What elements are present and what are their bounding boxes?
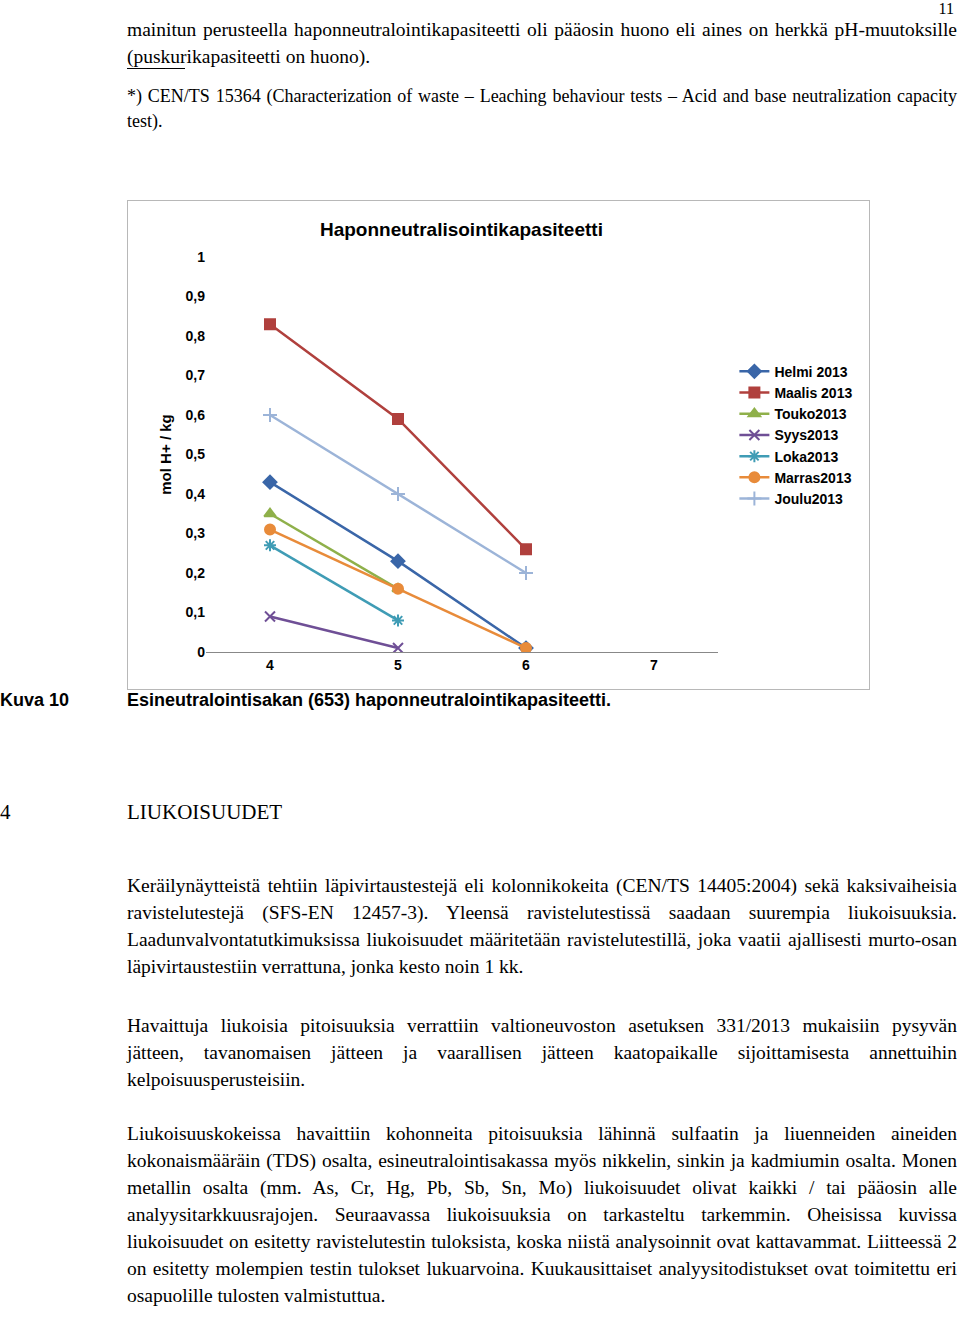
svg-text:1: 1 [197, 249, 205, 265]
svg-text:0,9: 0,9 [186, 288, 206, 304]
svg-text:0,2: 0,2 [186, 565, 206, 581]
html-text:Liukoisuuskokeissa havaittiin: Liukoisuuskokeissa havaittiin kohonneita… [127, 1123, 957, 1306]
svg-text:0,3: 0,3 [186, 525, 206, 541]
svg-text:Helmi 2013: Helmi 2013 [774, 364, 847, 380]
html-text:Havaittuja liukoisia pitoisuuk: Havaittuja liukoisia pitoisuuksia verrat… [127, 1015, 957, 1090]
html-text:4: 4 [0, 800, 11, 824]
svg-text:Joulu2013: Joulu2013 [774, 491, 843, 507]
html-text:Esineutralointisakan (653) hap: Esineutralointisakan (653) haponneutralo… [127, 690, 612, 710]
svg-text:0,1: 0,1 [186, 604, 206, 620]
svg-text:0,6: 0,6 [186, 407, 206, 423]
svg-text:6: 6 [522, 657, 530, 673]
svg-text:Marras2013: Marras2013 [774, 470, 851, 486]
html-text:*) CEN/TS 15364 (Characterizat: *) CEN/TS 15364 (Characterization of was… [127, 86, 957, 131]
html-text:LIUKOISUUDET: LIUKOISUUDET [127, 800, 283, 824]
svg-text:7: 7 [650, 657, 658, 673]
html-text:Keräilynäytteistä tehtiin läpi: Keräilynäytteistä tehtiin läpivirtaustes… [127, 875, 957, 977]
svg-text:0,7: 0,7 [186, 367, 206, 383]
html-text:11: 11 [938, 0, 954, 17]
svg-text:0,4: 0,4 [186, 486, 206, 502]
svg-text:Maalis 2013: Maalis 2013 [774, 385, 852, 401]
svg-text:0: 0 [197, 644, 205, 660]
svg-text:Loka2013: Loka2013 [774, 449, 838, 465]
html-text:Kuva 10: Kuva 10 [0, 690, 69, 710]
svg-text:0,5: 0,5 [186, 446, 206, 462]
svg-text:5: 5 [394, 657, 402, 673]
svg-text:Syys2013: Syys2013 [774, 427, 838, 443]
svg-text:4: 4 [266, 657, 274, 673]
svg-text:Touko2013: Touko2013 [774, 406, 846, 422]
svg-text:mol H+ / kg: mol H+ / kg [157, 414, 174, 494]
svg-text:Haponneutralisointikapasiteett: Haponneutralisointikapasiteetti [320, 219, 603, 240]
svg-text:0,8: 0,8 [186, 328, 206, 344]
html-text:mainitun perusteella haponneut: mainitun perusteella haponneutralointika… [127, 19, 957, 67]
